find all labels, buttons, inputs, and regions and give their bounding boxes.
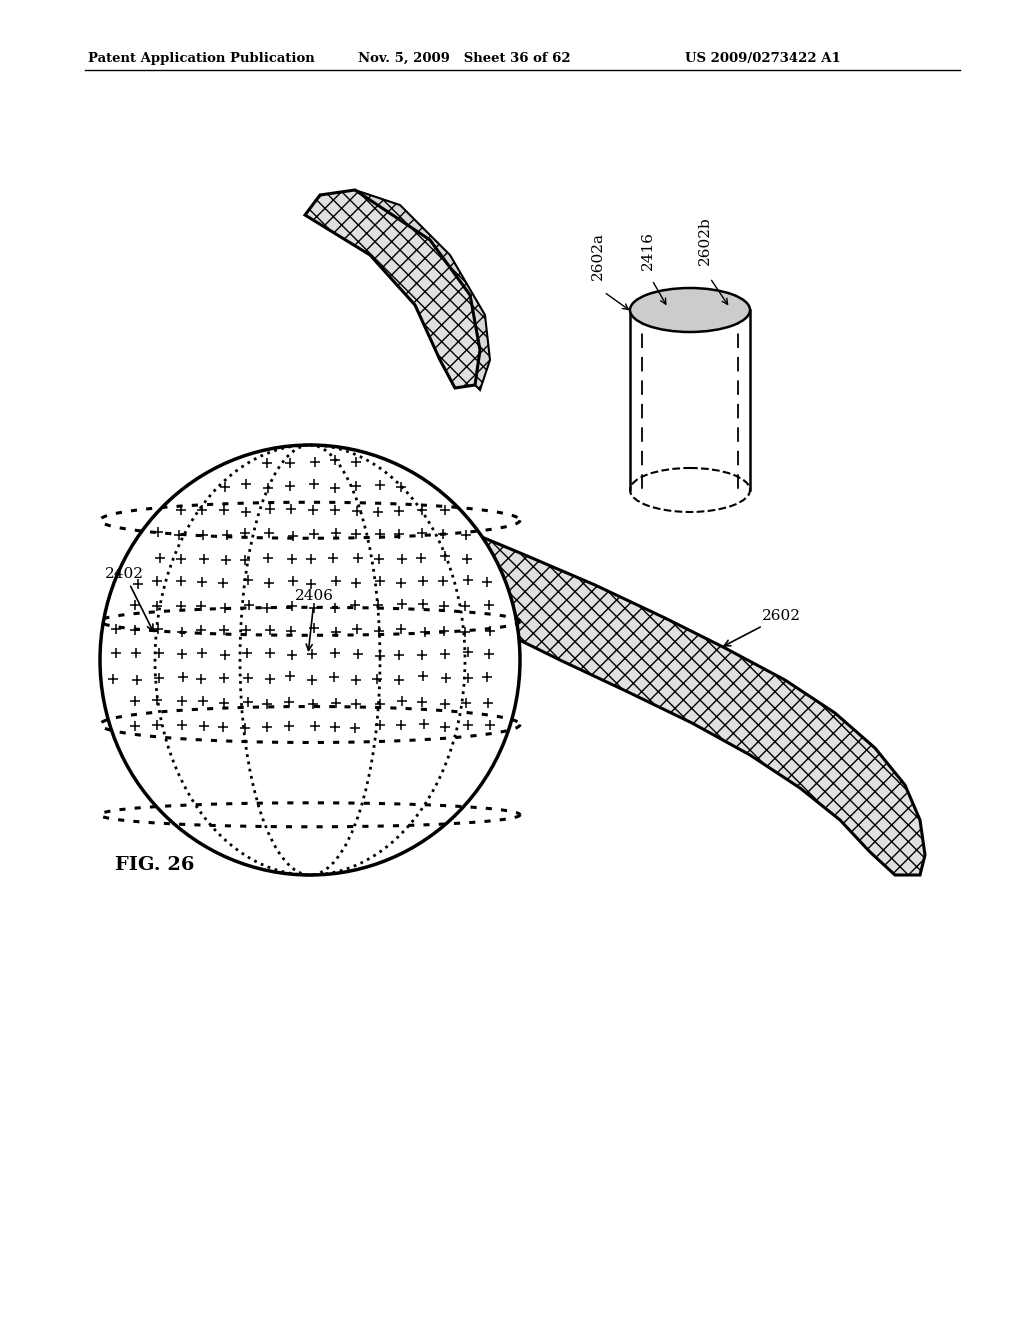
Text: 2406: 2406 (295, 589, 334, 651)
Text: Nov. 5, 2009   Sheet 36 of 62: Nov. 5, 2009 Sheet 36 of 62 (358, 51, 570, 65)
Polygon shape (305, 190, 480, 388)
Ellipse shape (630, 288, 750, 333)
Ellipse shape (100, 445, 520, 875)
Bar (630, 310, 750, 490)
Polygon shape (355, 190, 490, 389)
Text: 2602a: 2602a (591, 232, 605, 280)
Text: US 2009/0273422 A1: US 2009/0273422 A1 (685, 51, 841, 65)
Polygon shape (440, 531, 925, 875)
Text: FIG. 26: FIG. 26 (115, 855, 195, 874)
Text: 2416: 2416 (641, 231, 655, 271)
Text: Patent Application Publication: Patent Application Publication (88, 51, 314, 65)
Text: 2602b: 2602b (698, 216, 712, 265)
Text: 2402: 2402 (105, 568, 153, 631)
Text: 2602: 2602 (724, 609, 801, 645)
